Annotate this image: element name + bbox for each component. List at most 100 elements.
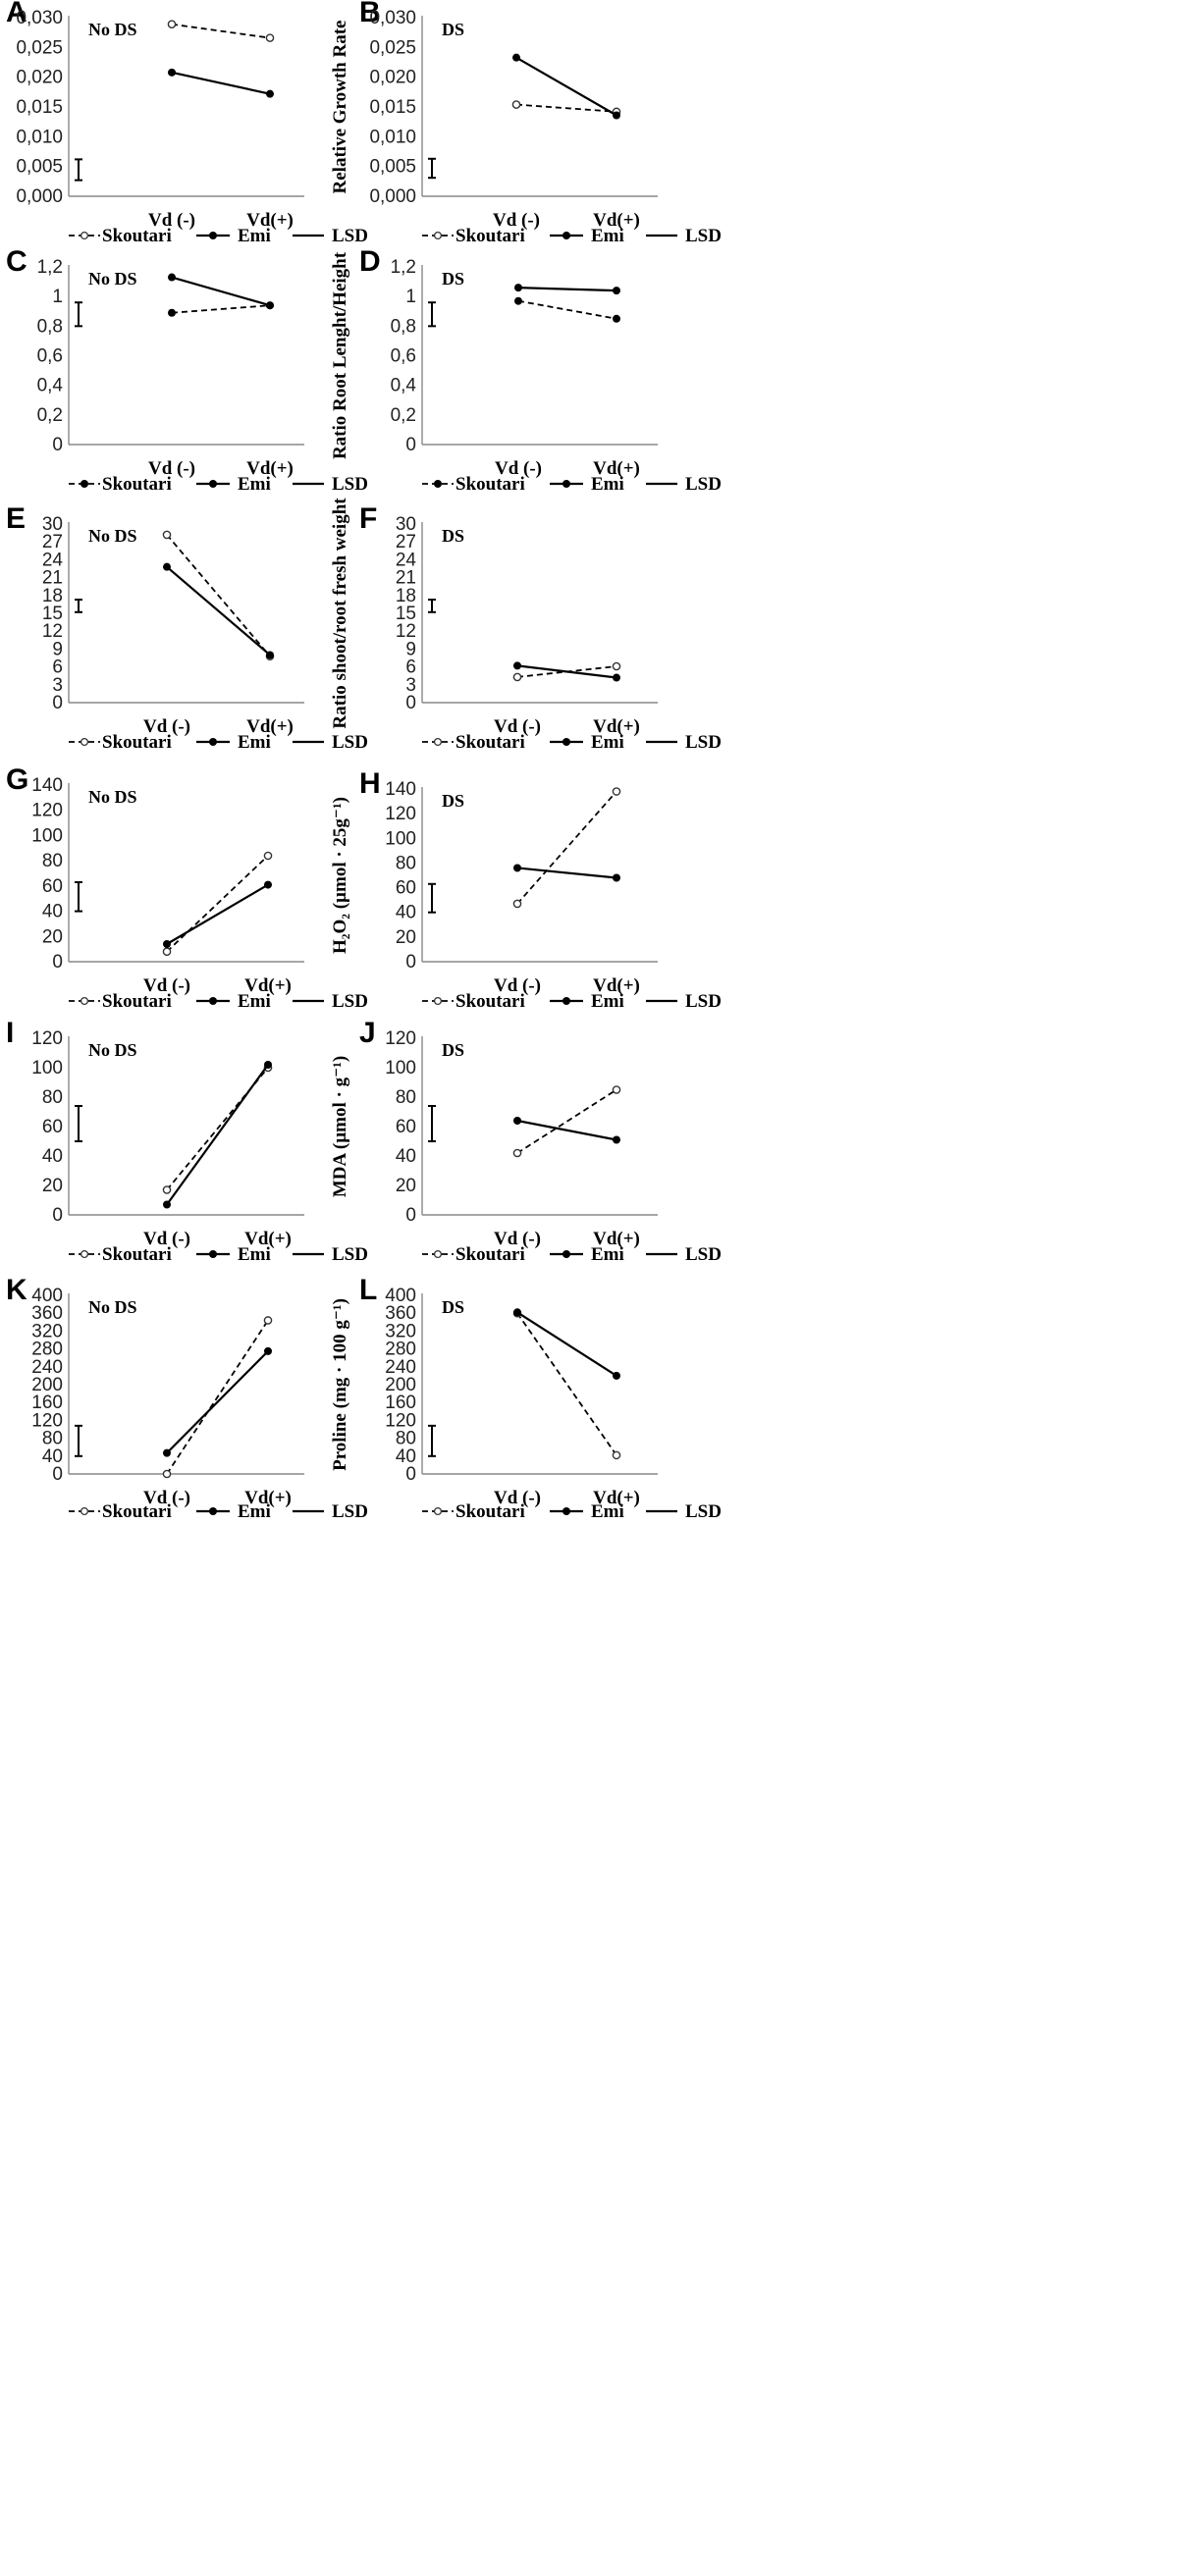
y-tick-label: 12 <box>396 621 416 642</box>
legend-marker-emi <box>562 997 570 1005</box>
legend-label-emi: Emi <box>238 1244 271 1265</box>
series-line-skoutari <box>516 1088 617 1154</box>
y-tick-label: 400 <box>385 1286 416 1306</box>
series-line-skoutari <box>517 299 617 320</box>
series-line-emi <box>516 867 617 879</box>
y-tick-label: 400 <box>31 1286 63 1306</box>
legend-marker-skoutari <box>80 480 88 488</box>
legend-marker-skoutari <box>80 737 89 747</box>
legend-marker-emi <box>562 1507 570 1515</box>
condition-label: No DS <box>88 787 137 807</box>
y-tick-label: 320 <box>385 1321 416 1341</box>
y-tick-label: 80 <box>42 1087 63 1108</box>
y-tick-label: 1,2 <box>37 257 63 278</box>
legend-label-skoutari: Skoutari <box>455 991 525 1012</box>
legend-marker-skoutari <box>80 996 89 1006</box>
y-tick-label: 0 <box>405 435 416 455</box>
y-tick-label: 27 <box>396 532 416 552</box>
legend-marker-emi <box>209 1507 217 1515</box>
y-tick-label: 0,2 <box>391 405 416 426</box>
y-tick-label: 100 <box>385 828 416 849</box>
x-category-label: Vd (-) <box>494 1229 541 1249</box>
y-tick-label: 40 <box>42 1146 63 1167</box>
legend-label-emi: Emi <box>238 1501 271 1522</box>
series-line-emi <box>516 1311 617 1377</box>
y-tick-label: 240 <box>31 1357 63 1378</box>
legend-label-lsd: LSD <box>332 1501 368 1522</box>
legend-label-emi: Emi <box>591 474 624 495</box>
point-skoutari <box>162 530 172 540</box>
y-tick-label: 40 <box>396 1446 416 1467</box>
y-tick-label: 80 <box>42 851 63 871</box>
point-emi <box>613 1135 620 1144</box>
y-tick-label: 0 <box>405 1205 416 1226</box>
legend-label-emi: Emi <box>591 732 624 753</box>
panel-letter: B <box>359 0 381 28</box>
legend-label-lsd: LSD <box>332 226 368 246</box>
y-tick-label: 240 <box>385 1357 416 1378</box>
panel-e: E036912151821242730Ratio shoot/root fres… <box>6 502 368 753</box>
point-emi <box>163 940 171 948</box>
legend: Skoutari Emi LSD <box>422 991 722 1012</box>
x-category-label: Vd (-) <box>494 975 541 996</box>
y-tick-label: 0,4 <box>391 376 417 396</box>
series-line-skoutari <box>171 23 271 39</box>
y-tick-label: 0,020 <box>16 68 63 88</box>
x-category-label: Vd(+) <box>593 458 640 479</box>
x-category-label: Vd (-) <box>148 210 195 231</box>
point-emi <box>512 53 520 62</box>
y-tick-label: 0,6 <box>391 346 416 367</box>
y-tick-label: 100 <box>385 1058 416 1078</box>
y-tick-label: 200 <box>385 1375 416 1395</box>
point-emi <box>163 562 171 571</box>
panel-j: J 0 20 40 60 80 100 120 MDA (µmol · g⁻¹) DS Vd (-)… <box>330 1017 722 1265</box>
point-skoutari <box>612 1450 621 1460</box>
point-emi <box>613 873 620 882</box>
legend: Skoutari Emi LSD <box>422 474 722 495</box>
x-category-label: Vd(+) <box>246 458 294 479</box>
legend-marker-emi <box>209 480 217 488</box>
legend-label-emi: Emi <box>591 991 624 1012</box>
y-tick-label: 1,2 <box>391 257 416 278</box>
y-tick-label: 40 <box>396 903 416 923</box>
panel-letter: J <box>359 1017 376 1049</box>
point-emi <box>514 284 522 292</box>
y-tick-label: 0,8 <box>37 316 63 337</box>
legend-label-lsd: LSD <box>332 732 368 753</box>
series-line-skoutari <box>166 534 271 657</box>
y-tick-label: 80 <box>396 1087 416 1108</box>
legend-marker-emi <box>562 1250 570 1258</box>
y-tick-label: 0 <box>52 435 63 455</box>
condition-label: DS <box>442 1040 464 1060</box>
point-skoutari <box>512 672 522 682</box>
y-tick-label: 0 <box>52 1464 63 1485</box>
point-skoutari <box>612 1085 621 1094</box>
legend-label-emi: Emi <box>591 1244 624 1265</box>
x-category-label: Vd (-) <box>143 975 190 996</box>
legend-label-skoutari: Skoutari <box>455 1244 525 1265</box>
point-skoutari <box>613 314 620 323</box>
panel-h: H 0 20 40 60 80 100 120 140 H₂O₂ (µmol · 25g⁻¹) DS… <box>330 767 722 1012</box>
legend-label-emi: Emi <box>238 732 271 753</box>
point-skoutari <box>511 100 521 109</box>
y-tick-label: 120 <box>31 801 63 821</box>
legend-label-emi: Emi <box>238 226 271 246</box>
series-line-skoutari <box>515 103 617 113</box>
y-tick-label: 60 <box>42 1117 63 1137</box>
legend-marker-emi <box>209 232 217 239</box>
point-emi <box>266 651 274 659</box>
legend-marker-emi <box>562 480 570 488</box>
y-tick-label: 0,025 <box>369 37 416 58</box>
x-category-label: Vd(+) <box>244 1488 292 1508</box>
point-emi <box>264 880 272 889</box>
panel-letter: A <box>6 0 27 28</box>
legend: Skoutari Emi LSD <box>69 991 368 1012</box>
series-line-emi <box>166 565 271 657</box>
condition-label: No DS <box>88 1040 137 1060</box>
point-emi <box>513 661 521 670</box>
point-skoutari <box>167 20 177 28</box>
point-skoutari <box>612 787 621 796</box>
